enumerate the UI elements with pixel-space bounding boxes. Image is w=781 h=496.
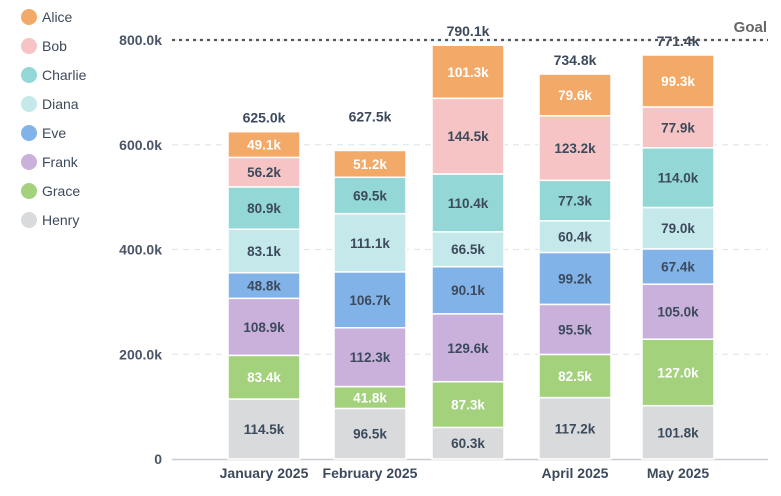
bar-value-label: 105.0k — [657, 305, 699, 320]
bar-value-label: 106.7k — [349, 293, 391, 308]
bar-segment-bob — [538, 115, 612, 182]
bar-value-label: 129.6k — [447, 341, 489, 356]
bar-value-label: 108.9k — [243, 320, 285, 335]
bar-value-label: 77.9k — [661, 120, 695, 135]
bar-value-label: 90.1k — [451, 283, 485, 298]
x-tick-label: January 2025 — [220, 465, 309, 481]
bar-segment-charlie — [431, 173, 505, 233]
bar-segment-henry — [538, 396, 612, 460]
bar-value-label: 127.0k — [657, 365, 699, 380]
bar-value-label: 77.3k — [558, 194, 592, 209]
bar-segment-grace — [538, 353, 612, 399]
bar-segment-diana — [333, 212, 407, 273]
bar-segment-alice — [641, 54, 715, 108]
legend-label-frank: Frank — [42, 154, 79, 170]
bar-segment-charlie — [538, 179, 612, 222]
bar-segment-alice — [538, 73, 612, 117]
bar-value-label: 114.5k — [244, 422, 285, 437]
bar-segment-eve — [333, 271, 407, 329]
bar-total-label: 734.8k — [554, 52, 597, 68]
bar-value-label: 79.0k — [661, 221, 695, 236]
legend-label-eve: Eve — [42, 125, 66, 141]
bar-segment-frank — [538, 303, 612, 356]
legend-label-charlie: Charlie — [42, 67, 87, 83]
y-tick-label: 800.0k — [119, 32, 162, 48]
legend-label-henry: Henry — [42, 212, 79, 228]
bar-segment-frank — [641, 283, 715, 340]
y-tick-label: 600.0k — [119, 137, 162, 153]
bar-value-label: 111.1k — [350, 236, 390, 251]
legend-swatch-frank — [21, 154, 37, 170]
bar-value-label: 79.6k — [558, 88, 592, 103]
legend-label-bob: Bob — [42, 38, 67, 54]
bar-segment-eve — [538, 251, 612, 306]
bar-value-label: 48.8k — [247, 279, 281, 294]
bar-value-label: 99.2k — [558, 271, 592, 286]
bar-value-label: 66.5k — [451, 242, 485, 257]
bar-value-label: 80.9k — [247, 201, 281, 216]
bar-value-label: 69.5k — [353, 188, 387, 203]
legend-swatch-charlie — [21, 67, 37, 83]
legend-swatch-grace — [21, 183, 37, 199]
bar-value-label: 99.3k — [661, 74, 695, 89]
bar-value-label: 60.3k — [451, 436, 485, 451]
bar-segment-eve — [431, 265, 505, 315]
bar-segment-henry — [227, 398, 301, 460]
legend-swatch-eve — [21, 125, 37, 141]
bar-value-label: 110.4k — [448, 196, 489, 211]
legend-swatch-bob — [21, 38, 37, 54]
bar-value-label: 96.5k — [353, 427, 387, 442]
bar-value-label: 83.4k — [247, 370, 281, 385]
x-tick-label: February 2025 — [323, 465, 418, 481]
bar-segment-charlie — [333, 176, 407, 215]
x-tick-label: May 2025 — [647, 465, 709, 481]
bar-value-label: 82.5k — [558, 369, 592, 384]
bar-value-label: 51.2k — [353, 157, 387, 172]
y-tick-label: 0 — [154, 451, 162, 467]
bar-value-label: 112.3k — [350, 350, 391, 365]
bar-segment-alice — [431, 44, 505, 100]
bar-value-label: 101.3k — [447, 65, 489, 80]
x-tick-label: April 2025 — [542, 465, 609, 481]
bar-segment-grace — [227, 354, 301, 400]
bar-value-label: 56.2k — [247, 165, 281, 180]
legend-label-grace: Grace — [42, 183, 80, 199]
bar-value-label: 87.3k — [451, 398, 485, 413]
bar-value-label: 144.5k — [447, 129, 489, 144]
bar-segment-diana — [538, 220, 612, 254]
legend-swatch-diana — [21, 96, 37, 112]
legend-swatch-alice — [21, 9, 37, 25]
bar-segment-henry — [333, 407, 407, 460]
bar-total-label: 790.1k — [447, 23, 490, 39]
goal-label: Goal — [734, 19, 767, 36]
legend-label-alice: Alice — [42, 9, 73, 25]
bar-segment-diana — [641, 206, 715, 250]
bar-segment-eve — [641, 248, 715, 285]
bar-segment-bob — [431, 97, 505, 175]
bar-value-label: 117.2k — [555, 421, 596, 436]
legend-label-diana: Diana — [42, 96, 79, 112]
bar-value-label: 60.4k — [558, 230, 592, 245]
bar-value-label: 41.8k — [353, 391, 387, 406]
bar-total-label: 625.0k — [243, 110, 286, 126]
bar-segment-frank — [333, 326, 407, 388]
bar-segment-alice — [333, 149, 407, 179]
legend-swatch-henry — [21, 212, 37, 228]
bar-segment-alice — [227, 130, 301, 159]
bar-total-label: 627.5k — [349, 108, 392, 124]
bar-value-label: 95.5k — [558, 322, 592, 337]
bar-value-label: 83.1k — [247, 244, 281, 259]
bar-value-label: 67.4k — [661, 260, 695, 275]
bar-value-label: 123.2k — [554, 141, 596, 156]
bar-segment-charlie — [641, 147, 715, 209]
y-tick-label: 200.0k — [119, 346, 162, 362]
bar-value-label: 114.0k — [658, 171, 699, 186]
bar-segment-frank — [431, 313, 505, 383]
y-tick-label: 400.0k — [119, 242, 162, 258]
bar-value-label: 49.1k — [247, 138, 281, 153]
bar-segment-bob — [641, 106, 715, 149]
bar-value-label: 101.8k — [657, 425, 699, 440]
